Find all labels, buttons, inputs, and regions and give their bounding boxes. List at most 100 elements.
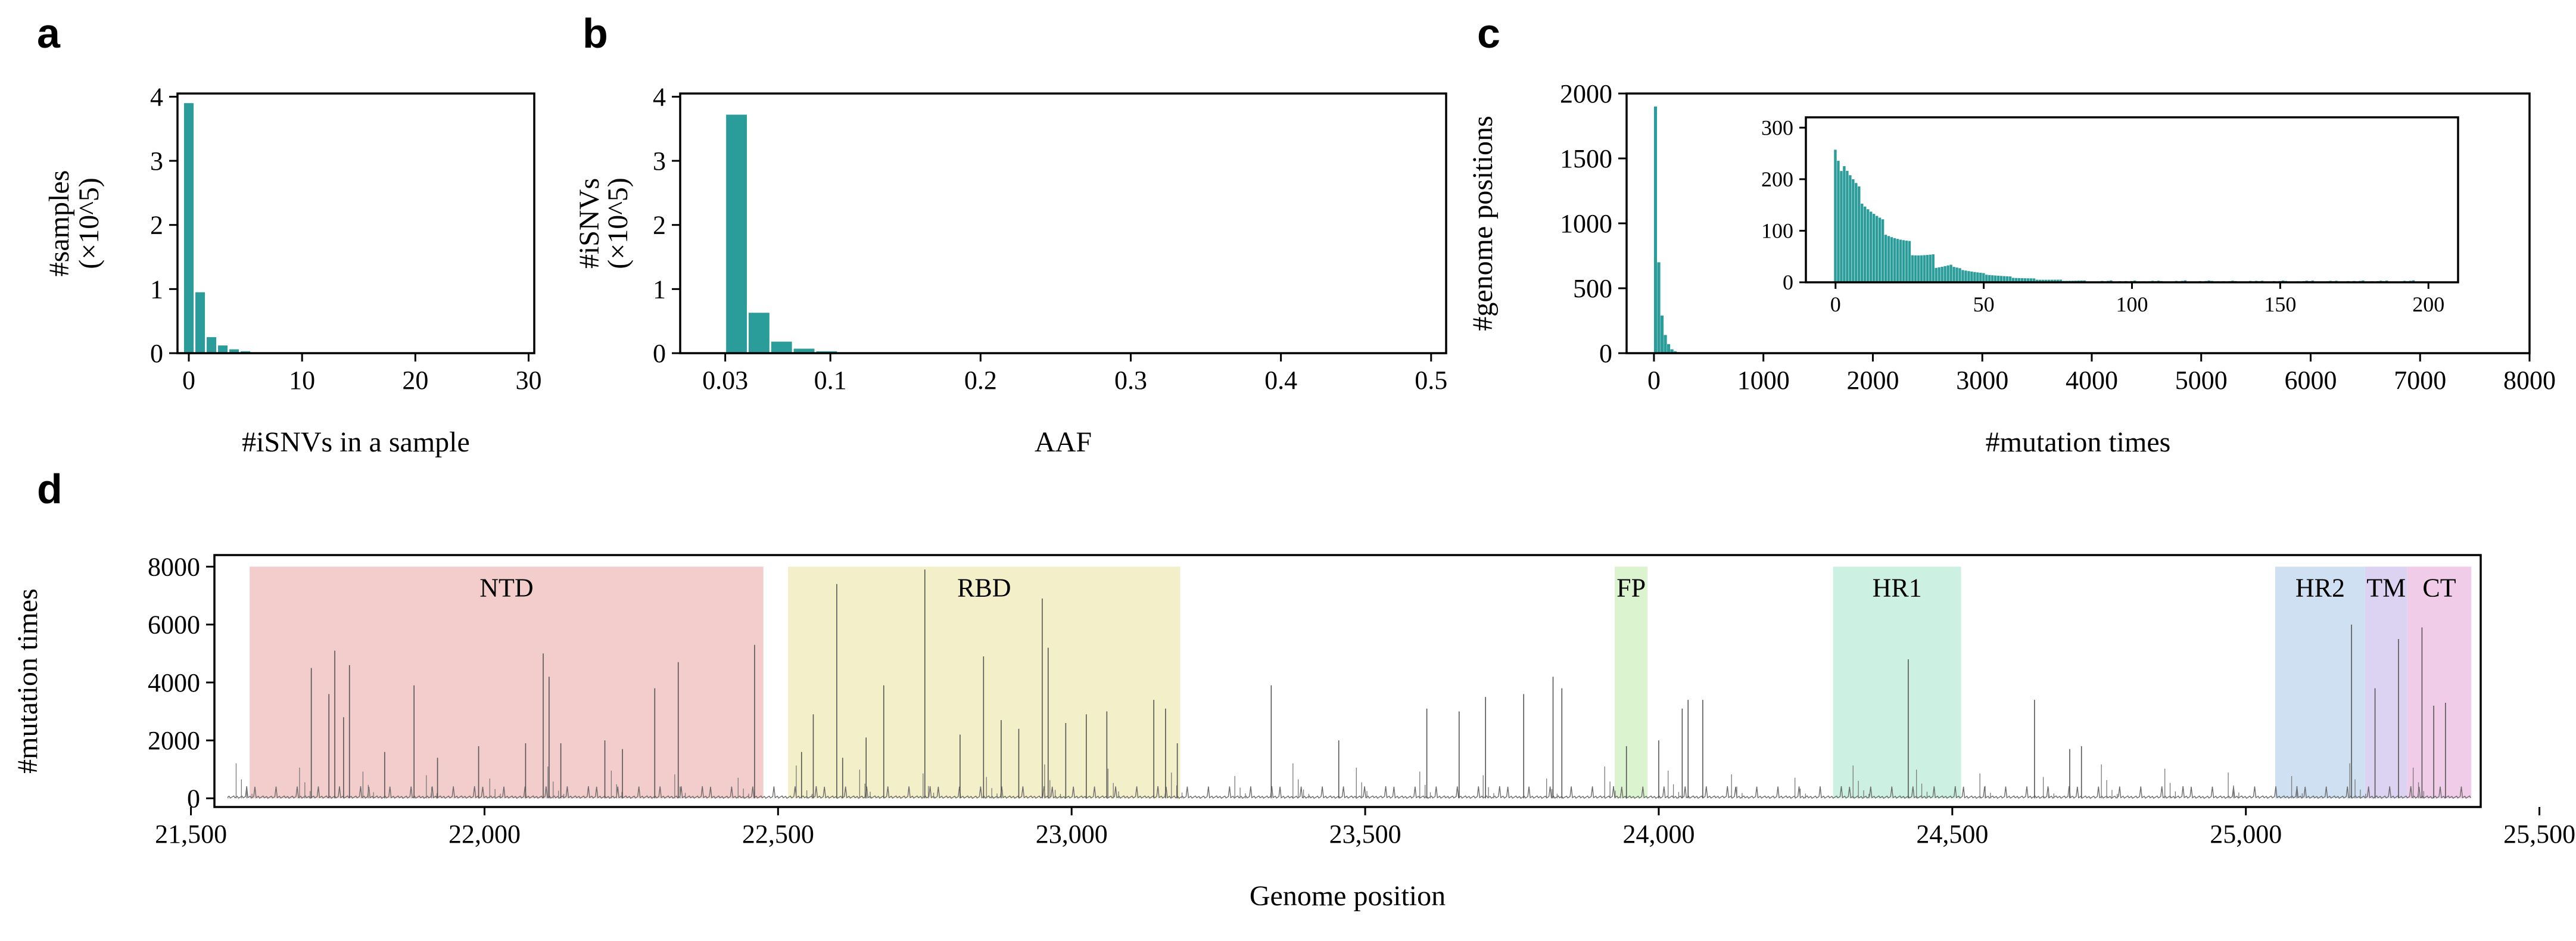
panel-c-ylabel: #genome positions (1467, 116, 1499, 331)
panel-c-inset-xtick-label: 50 (1973, 292, 1995, 316)
panel-b-bar (726, 114, 747, 353)
panel-b-chart: b 0.03 0.1 0.2 0.3 0.4 0.5 0 1 2 3 4 AAF #iSNVs(×10^5… (574, 10, 1447, 458)
panel-c-inset-bar (1887, 236, 1890, 282)
panel-c-inset-bar (1988, 275, 1991, 282)
panel-c-inset-bar (1926, 255, 1929, 282)
panel-d-letter: d (37, 466, 63, 512)
panel-a-bar (184, 103, 194, 354)
panel-b-xtick-label: 0.4 (1264, 366, 1297, 395)
panel-b-xtick-label: 0.2 (964, 366, 997, 395)
panel-a-xtick-label: 0 (182, 366, 195, 395)
region-tm (2365, 566, 2407, 799)
panel-c-inset-bar (2038, 279, 2042, 282)
panel-c-inset-bar (1985, 275, 1988, 282)
panel-c-inset-bar (1920, 255, 1923, 282)
panel-c-inset-xtick-label: 0 (1830, 292, 1841, 316)
panel-b-letter: b (583, 10, 608, 57)
panel-a-xtick-label: 20 (402, 366, 428, 395)
panel-c-inset-bar (1837, 161, 1840, 282)
panel-c-inset-bar (1997, 275, 2000, 282)
panel-c-inset-bar (1929, 254, 1932, 282)
region-label-ntd: NTD (479, 573, 533, 602)
panel-c-ytick-label: 500 (1573, 274, 1612, 303)
panel-d-ytick-label: 2000 (148, 726, 200, 755)
panel-c-bar (1660, 315, 1664, 353)
panel-c-inset-bar (1893, 238, 1896, 282)
panel-a-ytick-label: 3 (150, 147, 163, 176)
panel-c-inset-bar (1991, 275, 1994, 282)
panel-c-inset-bar (2056, 279, 2059, 282)
panel-b-xtick-label: 0.1 (814, 366, 847, 395)
panel-c-inset-bar (1955, 267, 1958, 282)
panel-b-bar (748, 313, 770, 353)
panel-c-inset-bar (1908, 241, 1911, 282)
panel-c-inset-bar (2002, 276, 2006, 282)
panel-c-inset-bar (1861, 203, 1864, 282)
panel-c-inset-xtick-label: 150 (2264, 292, 2296, 316)
panel-c-xtick-label: 3000 (1956, 366, 2008, 395)
panel-c-inset-bar (2047, 279, 2051, 282)
panel-c-inset-bar (1976, 272, 1979, 282)
panel-c-inset-bar (2032, 278, 2036, 282)
panel-c-inset-bar (1914, 255, 1917, 282)
panel-d-xtick-label: 25,500 (2503, 820, 2575, 849)
panel-c-inset-bar (2059, 279, 2062, 282)
panel-c-inset-bar (1952, 267, 1955, 282)
panel-c-inset-bar (1967, 271, 1970, 282)
panel-c-inset-bar (2026, 278, 2030, 282)
panel-c-inset-bar (1994, 275, 1997, 282)
panel-c-inset-bar (2020, 278, 2024, 282)
panel-d-ytick-label: 6000 (148, 610, 200, 640)
panel-c-inset-bar (1911, 255, 1914, 282)
panel-c-bar (1670, 349, 1674, 353)
panel-c-inset-bar (2023, 278, 2027, 282)
panel-c-inset-bar (1943, 266, 1946, 282)
region-label-hr1: HR1 (1873, 573, 1922, 602)
panel-d-chart: d NTD RBD FP HR1 HR2 TM CT 21,500 22,000 22,500 23,… (12, 466, 2575, 912)
panel-d-xtick-label: 25,000 (2210, 820, 2282, 849)
region-label-hr2: HR2 (2295, 573, 2345, 602)
panel-d-xtick-label: 21,500 (155, 820, 227, 849)
panel-c-inset-bar (1890, 237, 1893, 282)
panel-c-inset-bar (1938, 267, 1940, 282)
region-label-ct: CT (2422, 573, 2456, 602)
region-label-tm: TM (2366, 573, 2406, 602)
region-ct (2407, 566, 2472, 799)
panel-a-bar (207, 337, 217, 353)
panel-d-xtick-label: 24,500 (1916, 820, 1988, 849)
panel-c-inset-bar (1855, 183, 1858, 282)
panel-b-ytick-label: 3 (653, 147, 666, 176)
panel-c-inset-bar (1899, 239, 1902, 282)
panel-c-inset-bar (1852, 179, 1855, 282)
panel-c-inset-bar (1946, 265, 1949, 282)
panel-c-inset-bar (2041, 279, 2045, 282)
panel-a-chart: a 0 10 20 30 0 1 2 3 4 #iSNVs in a sample #samples(… (37, 10, 541, 458)
panel-c-inset-bar (1834, 149, 1837, 282)
panel-c-xtick-label: 5000 (2175, 366, 2228, 395)
panel-c-inset-bar (1982, 273, 1985, 282)
panel-d-xtick-label: 23,000 (1036, 820, 1108, 849)
panel-c-ytick-label: 1000 (1560, 209, 1612, 238)
panel-c-ytick-label: 0 (1599, 339, 1612, 368)
panel-c-inset-bar (1964, 270, 1967, 282)
panel-c-ytick-label: 1500 (1560, 144, 1612, 173)
panel-c-xtick-label: 6000 (2284, 366, 2337, 395)
panel-c-inset-bar (1858, 186, 1861, 282)
panel-a-ytick-label: 2 (150, 211, 163, 240)
panel-c-inset-bar (2011, 278, 2015, 282)
panel-c-inset-bar (1961, 270, 1964, 282)
panel-c-bar (1664, 335, 1667, 353)
panel-c-inset-bar (2000, 276, 2003, 282)
panel-a-ytick-label: 0 (150, 339, 163, 368)
region-label-fp: FP (1616, 573, 1646, 602)
panel-c-inset-bar (2017, 278, 2021, 282)
panel-b-ylabel: (×10^5) (602, 177, 634, 269)
panel-c-inset-background (1806, 117, 2458, 282)
panel-c-inset-bar (1932, 254, 1935, 282)
panel-b-frame (679, 92, 1447, 354)
panel-c-xtick-label: 7000 (2394, 366, 2446, 395)
panel-c-inset-bar (1905, 241, 1908, 282)
panel-c-inset-bar (1949, 264, 1952, 282)
panel-b-ytick-label: 4 (653, 82, 666, 111)
